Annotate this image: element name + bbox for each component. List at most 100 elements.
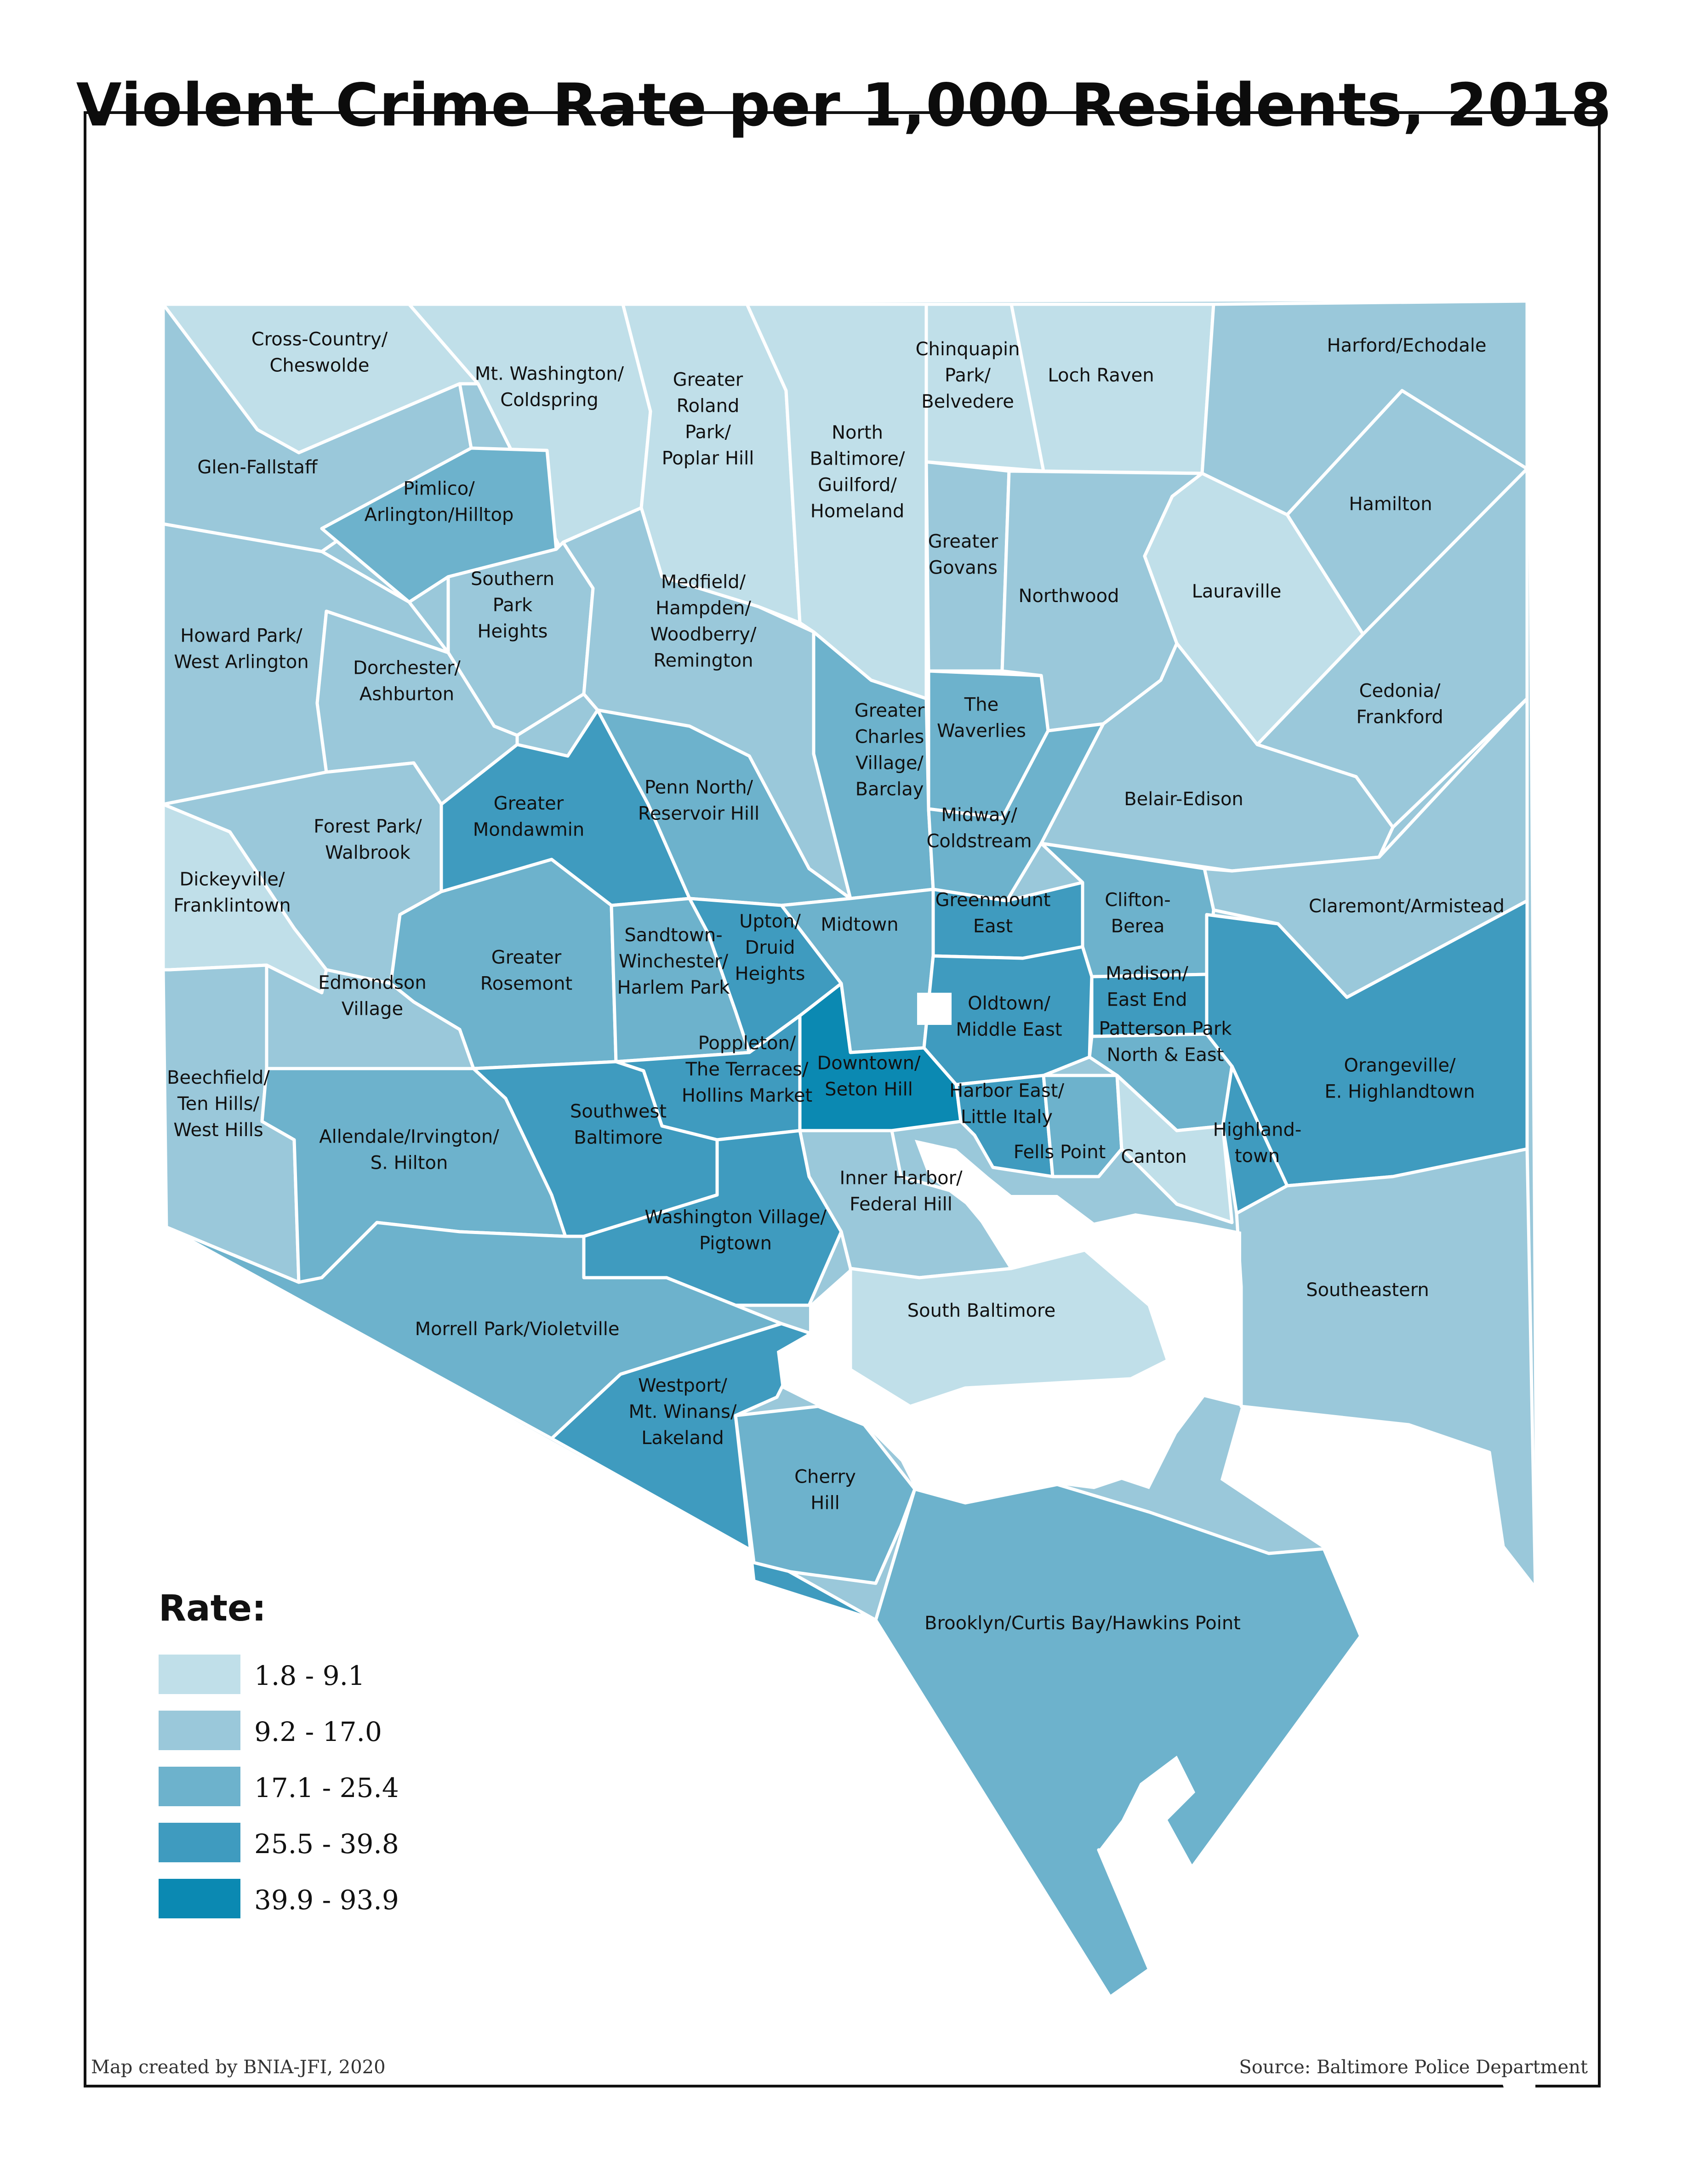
label-canton: Canton (1121, 1146, 1186, 1167)
label-line: Greater (928, 531, 998, 552)
neighborhood-westport[interactable] (550, 1322, 878, 1622)
label-line: Northwood (1019, 586, 1119, 607)
legend-title: Rate: (159, 1588, 267, 1629)
label-morrell-park: Morrell Park/Violetville (415, 1319, 620, 1340)
label-line: Cedonia/ (1359, 681, 1441, 702)
label-south-baltimore: South Baltimore (907, 1300, 1055, 1321)
label-line: S. Hilton (371, 1153, 448, 1174)
legend-item-2: 9.2 - 17.0 (159, 1711, 480, 1750)
unshaded-area (917, 993, 952, 1025)
neighborhood-fells-point[interactable] (1042, 1074, 1123, 1178)
label-line: Rosemont (480, 973, 572, 995)
neighborhood-canton[interactable] (1115, 1074, 1234, 1224)
label-line: Belvedere (921, 391, 1014, 412)
label-downtown: Downtown/Seton Hill (817, 1053, 921, 1100)
label-line: Frankford (1356, 707, 1443, 728)
legend-label-2: 9.2 - 17.0 (254, 1716, 382, 1747)
legend-swatch-1 (159, 1655, 240, 1694)
label-beechfield: Beechfield/Ten Hills/West Hills (167, 1067, 270, 1141)
label-the-waverlies: The Waverlies (937, 694, 1026, 742)
label-midway: Midway/Coldstream (926, 805, 1032, 852)
label-line: Homeland (810, 501, 905, 522)
neighborhood-loch-raven[interactable] (1009, 302, 1215, 475)
label-dickeyville: Dickeyville/Franklintown (173, 869, 291, 916)
label-line: Berea (1111, 916, 1165, 937)
label-line: Park/ (685, 422, 731, 443)
label-cedonia: Cedonia/Frankford (1356, 681, 1443, 728)
label-line: Morrell Park/Violetville (415, 1319, 620, 1340)
label-line: Greenmount (935, 890, 1051, 911)
label-line: Walbrook (325, 842, 411, 864)
label-lauraville: Lauraville (1192, 581, 1282, 602)
label-line: Patterson Park (1099, 1018, 1232, 1040)
label-line: Hill (810, 1493, 839, 1514)
label-line: Midtown (821, 914, 898, 935)
label-line: Southeastern (1306, 1280, 1429, 1301)
legend-item-4: 25.5 - 39.8 (159, 1823, 480, 1862)
label-line: Harford/Echodale (1327, 335, 1487, 356)
label-line: E. Highlandtown (1324, 1081, 1475, 1103)
legend-swatch-4 (159, 1823, 240, 1862)
label-line: Greater (673, 370, 743, 391)
label-line: East (973, 916, 1013, 937)
label-line: Park/ (945, 365, 991, 386)
label-line: Upton/ (739, 911, 801, 932)
label-allendale: Allendale/Irvington/S. Hilton (319, 1126, 499, 1174)
label-line: Forest Park/ (314, 816, 422, 837)
label-belair-edison: Belair-Edison (1124, 789, 1243, 810)
label-line: Penn North/ (644, 777, 753, 798)
legend-label-5: 39.9 - 93.9 (254, 1884, 399, 1916)
label-line: Poplar Hill (662, 448, 754, 469)
label-line: The Terraces/ (685, 1059, 809, 1080)
label-line: Lauraville (1192, 581, 1282, 602)
label-line: Madison/ (1106, 963, 1188, 984)
label-line: Seton Hill (825, 1079, 913, 1100)
label-line: Franklintown (173, 895, 291, 916)
label-greater-govans: Greater Govans (928, 531, 998, 579)
label-line: The (964, 694, 998, 716)
label-line: Cross-Country/ (251, 329, 388, 350)
label-line: Medfield/ (661, 572, 746, 593)
label-glen-fallstaff: Glen-Fallstaff (197, 457, 318, 478)
label-line: Oldtown/ (968, 993, 1050, 1014)
label-line: Harlem Park (617, 977, 730, 998)
label-greater-mondawmin: Greater Mondawmin (473, 793, 584, 841)
label-line: Roland (677, 396, 740, 417)
label-highlandtown: Highland-town (1213, 1120, 1302, 1167)
label-sandtown: Sandtown- Winchester/Harlem Park (617, 925, 730, 998)
label-madison: Madison/East End (1106, 963, 1188, 1011)
label-line: Baltimore/ (810, 449, 905, 470)
label-line: Hamilton (1349, 494, 1432, 515)
label-line: Washington Village/ (644, 1207, 827, 1228)
label-southern-park-heights: Southern Park Heights (471, 569, 554, 642)
label-line: Heights (735, 963, 805, 984)
label-line: North (832, 422, 883, 444)
label-line: Sandtown- (624, 925, 722, 946)
label-line: Pigtown (699, 1233, 772, 1254)
label-harford-echodale: Harford/Echodale (1327, 335, 1487, 356)
legend-swatch-3 (159, 1767, 240, 1806)
label-line: Cherry (794, 1467, 856, 1488)
neighborhood-brooklyn[interactable] (874, 1483, 1363, 1999)
label-forest-park: Forest Park/Walbrook (314, 816, 422, 864)
label-line: Middle East (956, 1019, 1062, 1041)
label-line: Guilford/ (818, 475, 897, 496)
label-greenmount-east: Greenmount East (935, 890, 1051, 937)
label-line: Little Italy (961, 1107, 1053, 1128)
label-dorchester: Dorchester/Ashburton (353, 658, 461, 705)
label-line: Ashburton (359, 684, 454, 705)
label-line: Allendale/Irvington/ (319, 1126, 499, 1148)
label-line: Baltimore (574, 1127, 662, 1149)
label-patterson-park: Patterson Park North & East (1099, 1018, 1232, 1066)
label-line: Hampden/ (656, 598, 751, 619)
label-line: Southern (471, 569, 554, 590)
label-line: Chinquapin (916, 339, 1020, 360)
label-line: Arlington/Hilltop (365, 505, 514, 526)
label-line: Mt. Washington/ (475, 364, 624, 385)
label-greater-rosemont: Greater Rosemont (480, 947, 572, 995)
harbor-water (777, 1140, 1241, 1503)
label-pimlico: Pimlico/Arlington/Hilltop (365, 478, 514, 526)
label-mt-washington: Mt. Washington/Coldspring (475, 364, 624, 411)
label-line: Hollins Market (682, 1085, 812, 1106)
